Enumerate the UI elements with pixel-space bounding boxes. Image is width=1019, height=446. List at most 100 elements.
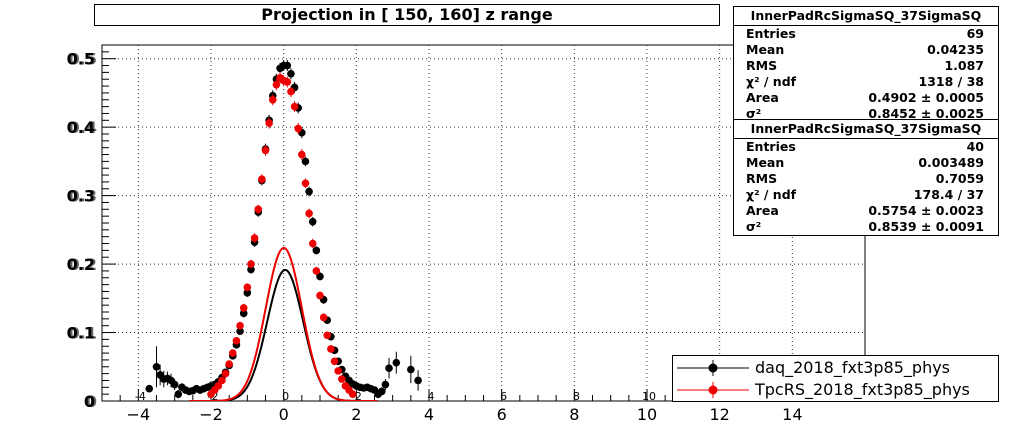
- data-point-tpcrs: [265, 119, 273, 127]
- y-tick-label: 0.3: [67, 187, 95, 206]
- data-point-tpcrs: [236, 321, 244, 330]
- stats-row-sigma2: σ² 0.8452 ± 0.0025: [746, 106, 984, 121]
- data-point-daq: [312, 246, 321, 255]
- data-point-daq: [316, 272, 324, 281]
- data-point-tpcrs: [330, 357, 339, 366]
- data-point-tpcrs: [225, 360, 233, 368]
- legend-entry-daq: daq_2018_fxt3p85_phys: [673, 357, 998, 379]
- stats-box-daq: InnerPadRcSigmaSQ_37SigmaSQ Entries 69 Me…: [733, 6, 999, 123]
- data-point-tpcrs: [239, 304, 248, 312]
- stats-box-title: InnerPadRcSigmaSQ_37SigmaSQ: [734, 120, 998, 139]
- data-point-tpcrs: [283, 78, 292, 86]
- stats-row-rms: RMS 0.7059: [746, 171, 984, 186]
- stats-box-title: InnerPadRcSigmaSQ_37SigmaSQ: [734, 7, 998, 26]
- data-point-tpcrs: [323, 331, 332, 340]
- x-ghost-tick-label: 2: [355, 390, 362, 403]
- data-point-daq: [170, 380, 179, 389]
- data-point-tpcrs: [319, 313, 328, 322]
- y-tick-label: 0.3: [69, 187, 97, 206]
- legend: daq_2018_fxt3p85_phys TpcRS_2018_fxt3p85…: [672, 355, 999, 402]
- x-tick-label: 8: [569, 405, 579, 424]
- data-point-tpcrs: [272, 80, 281, 89]
- y-tick-label: 0: [84, 392, 95, 411]
- data-point-tpcrs: [312, 267, 321, 275]
- data-point-tpcrs: [301, 179, 310, 188]
- fit-curve-tpcrs: [189, 246, 378, 401]
- y-tick-label: 0.4: [69, 118, 97, 137]
- stats-row-entries: Entries 69: [746, 26, 984, 41]
- data-point-tpcrs: [229, 349, 237, 357]
- data-point-tpcrs: [338, 375, 346, 383]
- data-point-daq: [392, 358, 401, 367]
- x-ghost-tick-label: 6: [500, 390, 507, 403]
- data-point-daq: [308, 217, 317, 226]
- legend-label-tpcrs: TpcRS_2018_fxt3p85_phys: [755, 380, 970, 399]
- stats-row-area: Area 0.5754 ± 0.0023: [746, 203, 984, 218]
- x-ghost-tick-label: 4: [428, 390, 435, 403]
- y-tick-label: 0.5: [69, 50, 97, 69]
- x-tick-label: 12: [709, 405, 729, 424]
- x-tick-label: −4: [127, 405, 151, 424]
- y-tick-label: 0.5: [67, 50, 95, 69]
- data-point-daq: [236, 327, 244, 335]
- x-tick-label: 2: [351, 405, 361, 424]
- data-point-tpcrs: [334, 367, 342, 375]
- y-tick-label: 0.2: [67, 255, 95, 274]
- stats-row-area: Area 0.4902 ± 0.0005: [746, 90, 984, 105]
- legend-entry-tpcrs: TpcRS_2018_fxt3p85_phys: [673, 379, 998, 401]
- x-ghost-tick-label: -4: [135, 390, 146, 403]
- data-point-tpcrs: [218, 376, 226, 385]
- data-point-tpcrs: [287, 87, 295, 96]
- legend-label-daq: daq_2018_fxt3p85_phys: [755, 358, 951, 377]
- data-point-tpcrs: [250, 234, 259, 242]
- data-point-tpcrs: [294, 124, 303, 133]
- stats-row-chi2: χ² / ndf 1318 / 38: [746, 74, 984, 89]
- data-point-daq: [385, 364, 393, 372]
- y-tick-label: 0.1: [69, 324, 97, 343]
- stats-row-entries: Entries 40: [746, 139, 984, 154]
- data-point-daq: [239, 309, 248, 318]
- data-point-tpcrs: [261, 146, 270, 155]
- data-point-daq: [152, 362, 161, 371]
- x-tick-label: 10: [637, 405, 657, 424]
- x-tick-label: 6: [497, 405, 507, 424]
- data-point-tpcrs: [243, 283, 252, 292]
- data-point-daq: [247, 265, 255, 274]
- y-tick-label: 0: [86, 392, 97, 411]
- stats-row-sigma2: σ² 0.8539 ± 0.0091: [746, 219, 984, 234]
- data-point-tpcrs: [254, 205, 263, 214]
- stats-row-rms: RMS 1.087: [746, 58, 984, 73]
- x-ghost-tick-label: 0: [282, 390, 289, 403]
- x-tick-label: −2: [199, 405, 223, 424]
- data-point-tpcrs: [268, 95, 277, 104]
- data-point-daq: [305, 187, 313, 196]
- y-tick-label: 0.1: [67, 324, 95, 343]
- data-point-tpcrs: [247, 260, 255, 268]
- data-point-tpcrs: [298, 150, 306, 159]
- legend-marker-red-circle-icon: [677, 382, 749, 398]
- data-point-daq: [377, 387, 386, 396]
- data-point-daq: [407, 365, 415, 374]
- x-tick-label: 0: [279, 405, 289, 424]
- y-tick-label: 0.4: [67, 118, 95, 137]
- stats-box-tpcrs: InnerPadRcSigmaSQ_37SigmaSQ Entries 40 Me…: [733, 119, 999, 236]
- x-ghost-tick-label: 10: [642, 390, 656, 403]
- data-point-daq: [287, 69, 295, 78]
- data-point-tpcrs: [327, 345, 335, 353]
- data-point-daq: [145, 384, 154, 393]
- data-point-daq: [414, 376, 422, 385]
- data-point-tpcrs: [258, 175, 266, 183]
- chart-title: Projection in [ 150, 160] z range: [94, 4, 720, 26]
- data-point-tpcrs: [290, 102, 299, 111]
- data-point-tpcrs: [348, 390, 357, 398]
- data-point-daq: [381, 380, 390, 389]
- data-point-daq: [174, 390, 183, 398]
- stats-row-mean: Mean 0.003489: [746, 155, 984, 170]
- data-point-tpcrs: [221, 369, 230, 378]
- x-tick-label: 14: [782, 405, 802, 424]
- data-point-tpcrs: [214, 382, 223, 390]
- data-point-tpcrs: [305, 209, 313, 218]
- data-point-daq: [243, 289, 252, 297]
- x-tick-label: 4: [424, 405, 434, 424]
- y-tick-label: 0.2: [69, 255, 97, 274]
